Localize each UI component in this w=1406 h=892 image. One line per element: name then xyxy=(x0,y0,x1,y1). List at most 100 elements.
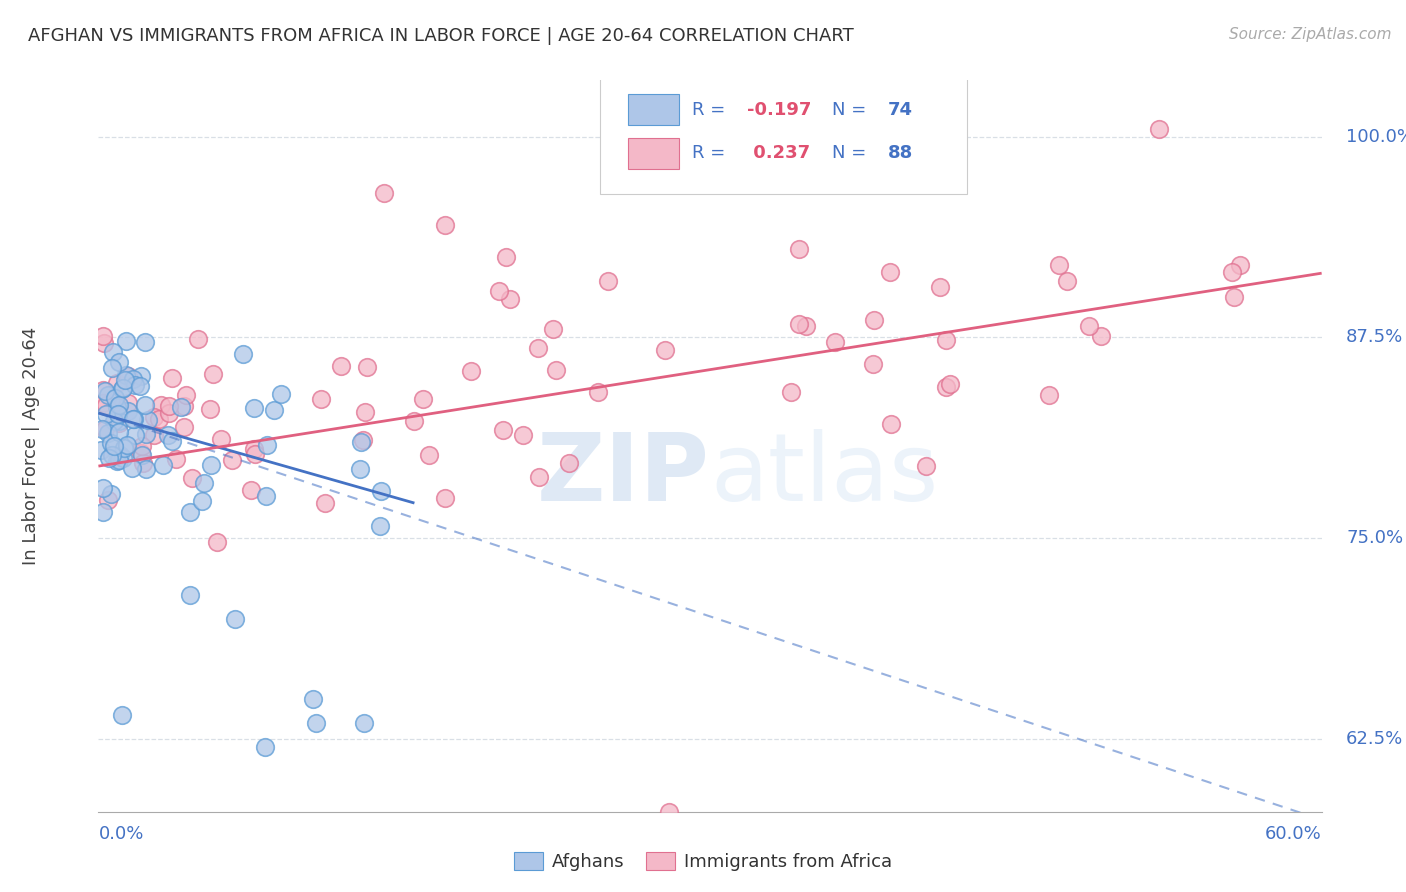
Point xyxy=(114,373,136,387)
Point xyxy=(104,391,127,405)
Point xyxy=(91,329,114,343)
Point xyxy=(198,401,221,416)
Point xyxy=(111,381,134,395)
Point xyxy=(880,417,903,432)
Point xyxy=(134,398,156,412)
Point xyxy=(98,451,121,466)
Point xyxy=(169,401,191,415)
Point xyxy=(305,716,328,731)
Point xyxy=(1229,258,1251,272)
Point xyxy=(586,385,609,400)
Point xyxy=(544,363,567,377)
Point xyxy=(143,409,166,424)
Point xyxy=(658,805,681,819)
Point xyxy=(352,433,374,447)
Text: 88: 88 xyxy=(887,145,912,162)
Point xyxy=(558,457,581,471)
Point xyxy=(100,487,122,501)
Point xyxy=(105,454,128,468)
Point xyxy=(90,443,112,458)
Point xyxy=(205,535,228,549)
Point xyxy=(699,829,721,843)
Point xyxy=(150,398,173,412)
Point xyxy=(131,439,153,453)
Point xyxy=(863,313,886,327)
Point xyxy=(111,708,134,723)
Point xyxy=(353,405,375,419)
Point xyxy=(122,412,145,426)
Point xyxy=(1056,274,1078,288)
Text: atlas: atlas xyxy=(710,429,938,521)
Point xyxy=(156,428,179,442)
Point xyxy=(915,458,938,473)
Point xyxy=(97,388,120,402)
Point xyxy=(1047,258,1070,272)
Point xyxy=(93,336,115,351)
Point xyxy=(314,496,336,510)
Point xyxy=(256,437,278,451)
Point xyxy=(117,437,139,451)
Point xyxy=(107,414,129,428)
Point xyxy=(221,453,243,467)
Point xyxy=(243,401,266,416)
Point xyxy=(356,360,378,375)
Point xyxy=(108,416,131,430)
Point xyxy=(101,361,124,376)
Point xyxy=(104,394,127,409)
Point xyxy=(243,447,266,461)
Point xyxy=(1090,328,1112,343)
Point xyxy=(91,505,114,519)
Point xyxy=(115,368,138,382)
Point xyxy=(862,357,884,371)
Point xyxy=(330,359,353,373)
Point xyxy=(91,396,114,410)
Point xyxy=(101,448,124,462)
Point xyxy=(350,434,373,449)
Point xyxy=(1147,121,1170,136)
Point xyxy=(91,421,114,435)
Point xyxy=(779,384,801,399)
Text: R =: R = xyxy=(692,145,731,162)
Point xyxy=(370,484,392,499)
Point xyxy=(165,452,187,467)
Point xyxy=(132,456,155,470)
Point xyxy=(179,588,201,602)
Point xyxy=(254,489,277,503)
Point xyxy=(254,740,277,755)
Point xyxy=(373,186,395,200)
Text: 74: 74 xyxy=(887,101,912,119)
Point xyxy=(115,334,138,349)
Point xyxy=(232,346,254,360)
Point xyxy=(111,382,134,396)
Point xyxy=(402,414,425,428)
Point xyxy=(527,470,550,484)
Point xyxy=(787,317,810,331)
Text: 87.5%: 87.5% xyxy=(1346,328,1403,346)
Point xyxy=(103,439,125,453)
Point xyxy=(939,376,962,391)
Point xyxy=(173,419,195,434)
Point xyxy=(202,367,225,381)
FancyBboxPatch shape xyxy=(628,95,679,125)
Point xyxy=(224,612,246,626)
Point xyxy=(433,218,456,232)
Point xyxy=(191,494,214,508)
Point xyxy=(121,461,143,475)
Point xyxy=(112,442,135,456)
Point xyxy=(174,388,197,402)
Point xyxy=(143,428,166,442)
Point xyxy=(124,378,146,392)
Text: 0.0%: 0.0% xyxy=(98,824,143,843)
Point xyxy=(794,318,817,333)
Point xyxy=(124,428,146,442)
Point xyxy=(270,386,292,401)
Point xyxy=(107,398,129,412)
Point xyxy=(349,462,371,476)
Text: N =: N = xyxy=(832,101,872,119)
Point xyxy=(131,448,153,462)
Point xyxy=(103,414,125,428)
Point xyxy=(135,462,157,476)
Point xyxy=(129,369,152,384)
Text: AFGHAN VS IMMIGRANTS FROM AFRICA IN LABOR FORCE | AGE 20-64 CORRELATION CHART: AFGHAN VS IMMIGRANTS FROM AFRICA IN LABO… xyxy=(28,27,853,45)
Text: ZIP: ZIP xyxy=(537,429,710,521)
